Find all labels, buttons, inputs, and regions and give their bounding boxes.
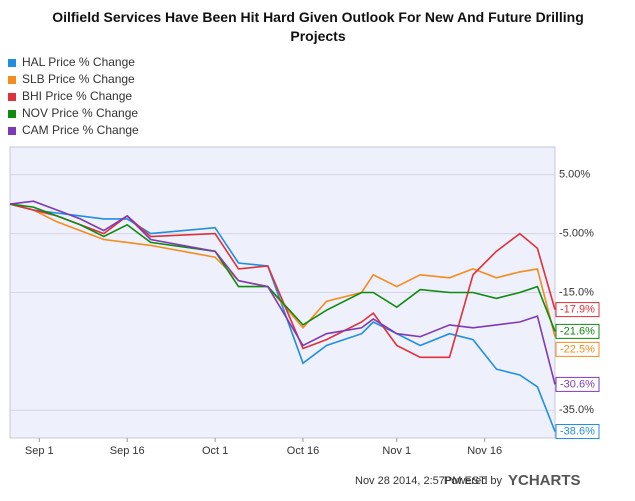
legend-swatch	[8, 76, 16, 84]
series-line	[9, 203, 556, 332]
series-line	[9, 200, 556, 385]
end-label: -22.5%	[560, 343, 595, 355]
x-tick-label: Sep 16	[110, 445, 145, 457]
y-tick-label: -15.0%	[559, 286, 594, 298]
end-label-box	[555, 376, 600, 392]
footer-timestamp: Nov 28 2014, 2:57PM EST.	[355, 475, 488, 487]
legend-swatch	[8, 127, 16, 135]
footer-brand: YCHARTS	[508, 472, 581, 489]
x-tick-label: Oct 16	[287, 445, 319, 457]
legend-label: HAL Price % Change	[22, 55, 135, 69]
x-tick-label: Oct 1	[202, 445, 228, 457]
footer-powered: Powered by	[444, 475, 503, 487]
y-tick-label: -35.0%	[559, 404, 594, 416]
end-label: -21.6%	[560, 325, 595, 337]
end-label-box	[555, 302, 600, 318]
legend-swatch	[8, 93, 16, 101]
y-tick-label: 5.00%	[559, 169, 590, 181]
end-label-box	[555, 323, 600, 339]
legend-label: NOV Price % Change	[22, 106, 138, 120]
end-label-box	[555, 341, 600, 357]
series-line	[9, 203, 556, 432]
legend-label: SLB Price % Change	[22, 72, 135, 86]
end-label: -38.6%	[560, 425, 595, 437]
legend-swatch	[8, 110, 16, 118]
end-label: -30.6%	[560, 378, 595, 390]
x-tick-label: Nov 16	[467, 445, 502, 457]
legend-label: CAM Price % Change	[22, 123, 139, 137]
legend-swatch	[8, 59, 16, 67]
chart-title: Oilfield Services Have Been Hit Hard Giv…	[52, 9, 584, 44]
y-tick-label: -5.00%	[559, 227, 594, 239]
x-tick-label: Sep 1	[25, 445, 54, 457]
legend-label: BHI Price % Change	[22, 89, 132, 103]
end-label: -17.9%	[560, 303, 595, 315]
title-text: Oilfield Services Have Been Hit Hard Giv…	[52, 9, 584, 25]
end-label-box	[555, 424, 600, 440]
series-line	[9, 203, 556, 359]
series-line	[9, 203, 556, 337]
title-text: Projects	[290, 28, 345, 44]
x-tick-label: Nov 1	[382, 445, 411, 457]
